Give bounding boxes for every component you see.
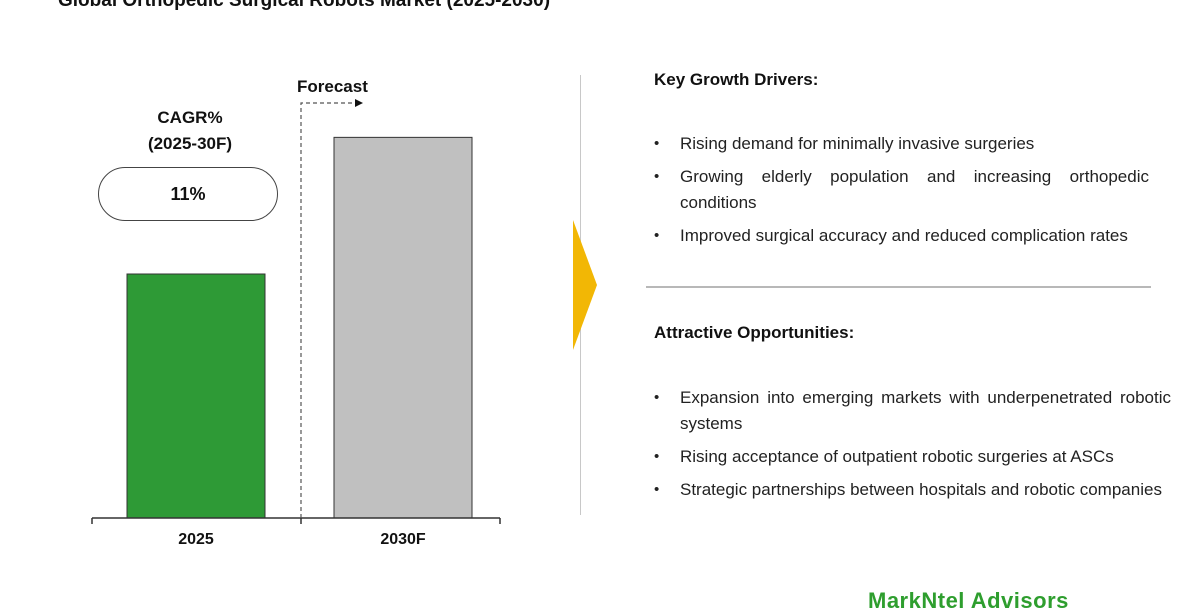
opportunities-heading: Attractive Opportunities: <box>654 323 855 342</box>
forecast-label: Forecast <box>297 77 368 96</box>
drivers-list: • Rising demand for minimally invasive su… <box>654 131 1149 256</box>
horizontal-divider <box>646 286 1151 288</box>
driver-text: Improved surgical accuracy and reduced c… <box>680 226 1128 245</box>
opportunity-text: Rising acceptance of outpatient robotic … <box>680 447 1114 466</box>
drivers-heading: Key Growth Drivers: <box>654 70 819 89</box>
driver-text: Growing elderly population and increasin… <box>680 167 1149 212</box>
bullet-icon: • <box>654 481 660 498</box>
opportunity-text: Strategic partnerships between hospitals… <box>680 480 1162 499</box>
bar-2025 <box>126 273 266 519</box>
page-title: Global Orthopedic Surgical Robots Market… <box>58 0 551 11</box>
cagr-value-badge: 11% <box>98 167 278 221</box>
chevron-right-icon <box>573 220 597 350</box>
list-item: • Rising acceptance of outpatient robotic… <box>654 444 1171 470</box>
x-tick-label-2030f: 2030F <box>380 531 426 548</box>
opportunity-text: Expansion into emerging markets with und… <box>680 388 1171 433</box>
bullet-icon: • <box>654 389 660 406</box>
cagr-label: CAGR% (2025-30F) <box>110 105 270 157</box>
forecast-arrowhead <box>355 99 363 107</box>
opportunities-list: • Expansion into emerging markets with un… <box>654 385 1171 510</box>
list-item: • Growing elderly population and increasi… <box>654 164 1149 216</box>
bullet-icon: • <box>654 168 660 185</box>
list-item: • Expansion into emerging markets with un… <box>654 385 1171 437</box>
x-tick-label-2025: 2025 <box>178 531 214 548</box>
bullet-icon: • <box>654 135 660 152</box>
cagr-label-line2: (2025-30F) <box>147 134 233 153</box>
brand-logo: MarkNtel Advisors <box>868 588 1069 613</box>
list-item: • Rising demand for minimally invasive su… <box>654 131 1149 157</box>
bar-chart <box>91 99 501 524</box>
bullet-icon: • <box>654 227 660 244</box>
list-item: • Strategic partnerships between hospital… <box>654 477 1171 503</box>
bar-2030f <box>333 136 473 519</box>
cagr-label-line1: CAGR% <box>157 108 223 127</box>
forecast-bracket <box>300 102 355 518</box>
list-item: • Improved surgical accuracy and reduced … <box>654 223 1149 249</box>
driver-text: Rising demand for minimally invasive sur… <box>680 134 1035 153</box>
bullet-icon: • <box>654 448 660 465</box>
